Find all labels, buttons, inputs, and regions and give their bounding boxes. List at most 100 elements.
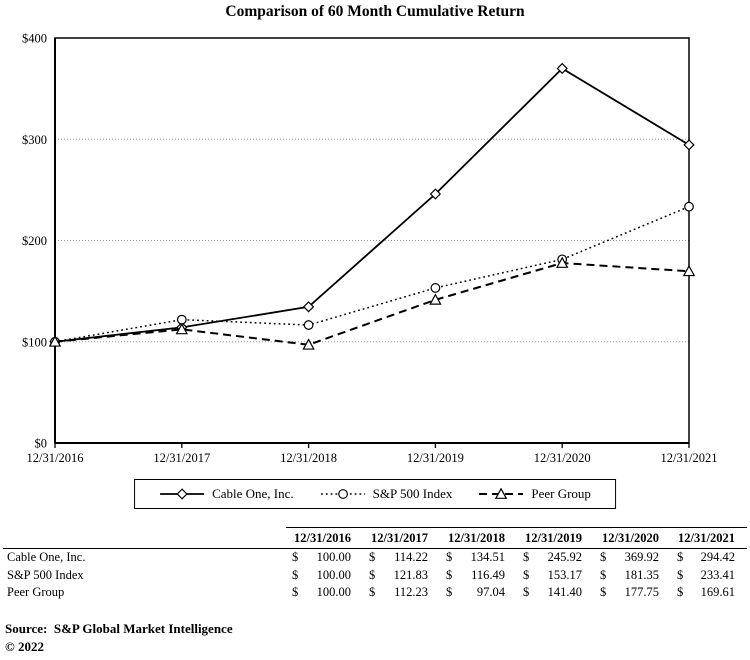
marker-cable-one-inc-3: [429, 188, 442, 200]
cell-number: 169.61: [700, 585, 735, 600]
marker-peer-group-5: [682, 264, 696, 277]
cell-value: $100.00: [286, 549, 363, 567]
legend-label: Peer Group: [531, 486, 591, 501]
currency-symbol: $: [677, 585, 684, 600]
cell-number: 100.00: [316, 550, 351, 565]
table-header-date: 12/31/2018: [440, 527, 517, 549]
currency-symbol: $: [446, 550, 453, 565]
cell-number: 369.92: [624, 550, 659, 565]
cell-value: $116.49: [440, 567, 517, 585]
table-header-date: 12/31/2017: [363, 527, 440, 549]
marker-peer-group-1: [175, 322, 189, 335]
cell-value: $121.83: [363, 567, 440, 585]
marker-s-p-500-index-3: [430, 283, 441, 293]
y-tick-label: $400: [22, 32, 47, 46]
source-note: Source: S&P Global Market Intelligence: [5, 621, 233, 636]
currency-symbol: $: [446, 567, 453, 582]
currency-symbol: $: [677, 567, 684, 582]
cell-value: $114.22: [363, 549, 440, 567]
page-title: Comparison of 60 Month Cumulative Return: [225, 3, 525, 20]
marker-peer-group-2: [302, 338, 315, 350]
row-label: Cable One, Inc.: [7, 550, 86, 565]
cell-value: $169.61: [671, 584, 747, 602]
currency-symbol: $: [446, 585, 453, 600]
cell-value: $294.42: [671, 549, 747, 567]
currency-symbol: $: [292, 567, 299, 582]
currency-symbol: $: [292, 550, 299, 565]
cell-value: $181.35: [594, 567, 671, 585]
cell-value: $97.04: [440, 584, 517, 602]
marker-s-p-500-index-5: [684, 201, 694, 212]
cell-number: 177.75: [624, 585, 659, 600]
cell-number: 245.92: [547, 550, 582, 565]
currency-symbol: $: [523, 585, 530, 600]
currency-symbol: $: [369, 585, 376, 600]
chart-legend: Cable One, Inc. S&P 500 Index Peer Group: [134, 479, 616, 509]
marker-cable-one-inc-5: [683, 139, 695, 151]
cell-number: 134.51: [470, 550, 505, 565]
y-tick-label: $300: [22, 133, 47, 147]
marker-peer-group-3: [429, 293, 442, 305]
cell-number: 100.00: [316, 567, 351, 582]
currency-symbol: $: [600, 550, 607, 565]
row-label: S&P 500 Index: [7, 567, 84, 582]
marker-s-p-500-index-1: [176, 314, 187, 325]
diamond-marker-icon: [176, 488, 188, 500]
cell-number: 114.22: [394, 550, 428, 565]
cell-number: 116.49: [471, 567, 505, 582]
solid-line-sample-icon: [160, 488, 205, 500]
currency-symbol: $: [369, 567, 376, 582]
table-header-date: 12/31/2016: [286, 527, 363, 549]
cell-number: 153.17: [547, 567, 582, 582]
table-header-row: 12/31/2016 12/31/2017 12/31/2018 12/31/2…: [3, 527, 747, 549]
legend-item-peer-group: Peer Group: [478, 486, 591, 502]
cell-value: $134.51: [440, 549, 517, 567]
currency-symbol: $: [677, 550, 684, 565]
currency-symbol: $: [523, 567, 530, 582]
currency-symbol: $: [369, 550, 376, 565]
x-tick-label: 12/31/2017: [153, 451, 210, 465]
cell-value: $100.00: [286, 584, 363, 602]
triangle-marker-icon: [495, 488, 508, 499]
returns-table: 12/31/2016 12/31/2017 12/31/2018 12/31/2…: [3, 527, 747, 602]
marker-peer-group-4: [555, 256, 569, 268]
table-header-date: 12/31/2019: [517, 527, 594, 549]
cell-value: $112.23: [363, 584, 440, 602]
legend-label: Cable One, Inc.: [212, 486, 294, 501]
x-tick-label: 12/31/2018: [280, 451, 337, 465]
y-tick-label: $200: [22, 234, 47, 248]
cell-value: $141.40: [517, 584, 594, 602]
copyright-note: © 2022: [5, 639, 44, 654]
table-row: Peer Group $100.00 $112.23 $97.04 $141.4…: [3, 584, 747, 602]
legend-item-s-p-500-index: S&P 500 Index: [320, 486, 453, 502]
row-label: Peer Group: [7, 585, 65, 600]
cell-value: $153.17: [517, 567, 594, 585]
dashed-line-sample-icon: [479, 488, 524, 499]
legend-label: S&P 500 Index: [372, 486, 453, 501]
cell-number: 121.83: [393, 567, 428, 582]
marker-peer-group-0: [48, 335, 62, 347]
footer: Source: S&P Global Market Intelligence ©…: [5, 620, 233, 656]
table-header-date: 12/31/2020: [594, 527, 671, 549]
dotted-line-sample-icon: [320, 489, 365, 499]
table-row: S&P 500 Index $100.00 $121.83 $116.49 $1…: [3, 567, 747, 585]
x-tick-label: 12/31/2019: [407, 451, 464, 465]
cell-value: $233.41: [671, 567, 747, 585]
y-tick-label: $100: [22, 335, 47, 349]
currency-symbol: $: [600, 567, 607, 582]
currency-symbol: $: [292, 585, 299, 600]
series-line-s-p-500-index: [54, 205, 690, 343]
cell-value: $369.92: [594, 549, 671, 567]
x-tick-label: 12/31/2021: [661, 451, 718, 465]
plot-border: [54, 37, 690, 444]
series-line-peer-group: [54, 262, 690, 346]
y-tick-label: $0: [35, 437, 48, 451]
series-line-cable-one-inc: [54, 67, 690, 343]
cell-number: 294.42: [700, 550, 735, 565]
currency-symbol: $: [600, 585, 607, 600]
cell-value: $245.92: [517, 549, 594, 567]
marker-s-p-500-index-2: [303, 320, 314, 330]
table-row: Cable One, Inc. $100.00 $114.22 $134.51 …: [3, 549, 747, 567]
table-header-date: 12/31/2021: [671, 527, 747, 549]
